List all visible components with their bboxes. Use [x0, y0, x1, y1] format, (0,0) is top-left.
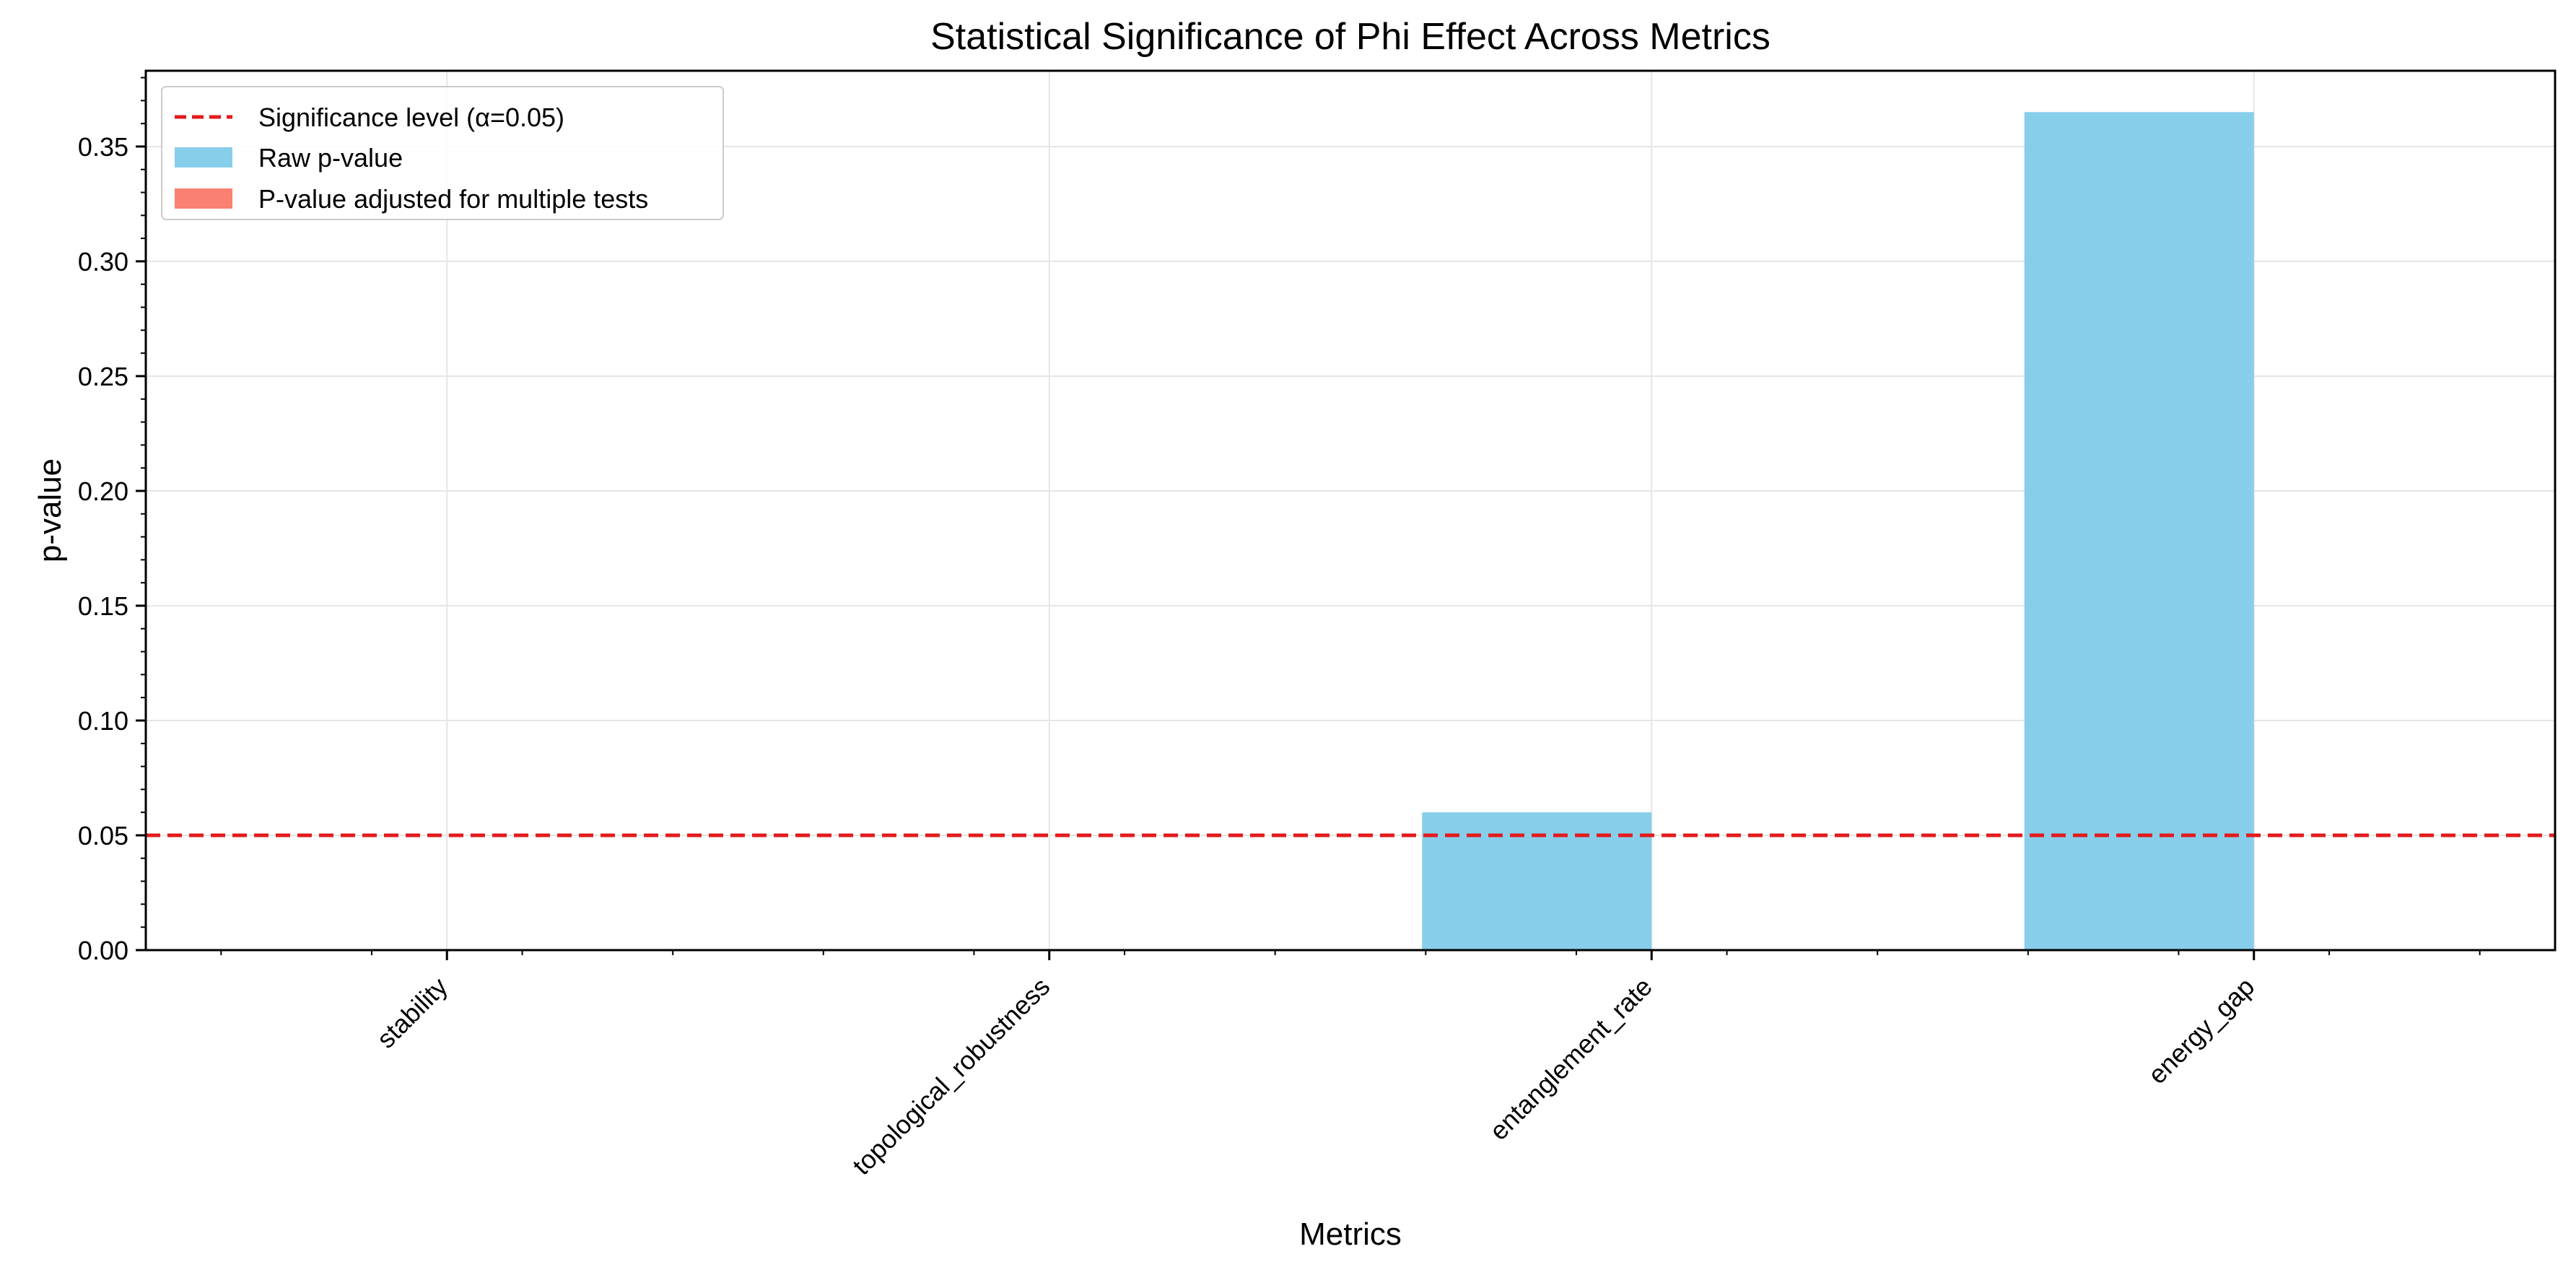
bar-raw-entanglement_rate — [1422, 812, 1652, 950]
y-tick-label: 0.35 — [78, 132, 128, 162]
x-axis-label: Metrics — [1299, 1217, 1402, 1252]
tick-labels: 0.00 0.05 0.10 0.15 0.20 0.25 0.30 0.35 stabilit… — [78, 132, 2260, 1180]
plot-frame — [144, 69, 2557, 952]
x-tick-label: stability — [371, 972, 453, 1054]
x-tick-label: topological_robustness — [847, 972, 1055, 1180]
legend-swatch-raw — [175, 147, 232, 167]
axis-ticks — [136, 77, 2481, 960]
legend: Significance level (α=0.05) Raw p-value … — [161, 86, 724, 220]
legend-swatch-adjusted — [175, 188, 232, 209]
chart-title: Statistical Significance of Phi Effect A… — [930, 16, 1771, 58]
y-tick-label: 0.00 — [78, 936, 128, 965]
y-axis-label: p-value — [32, 458, 68, 562]
bar-raw-energy_gap — [2024, 112, 2254, 951]
y-tick-label: 0.05 — [78, 821, 128, 850]
y-tick-label: 0.25 — [78, 362, 128, 391]
y-tick-label: 0.30 — [78, 247, 128, 277]
legend-label-significance: Significance level (α=0.05) — [258, 103, 564, 132]
y-tick-label: 0.20 — [78, 477, 128, 506]
y-tick-label: 0.15 — [78, 591, 128, 621]
legend-label-adjusted: P-value adjusted for multiple tests — [258, 184, 648, 214]
legend-box — [161, 86, 724, 220]
x-tick-label: energy_gap — [2142, 972, 2260, 1089]
bars — [1422, 112, 2254, 951]
legend-label-raw: Raw p-value — [258, 143, 403, 173]
x-tick-label: entanglement_rate — [1484, 972, 1658, 1146]
y-tick-label: 0.10 — [78, 706, 128, 736]
